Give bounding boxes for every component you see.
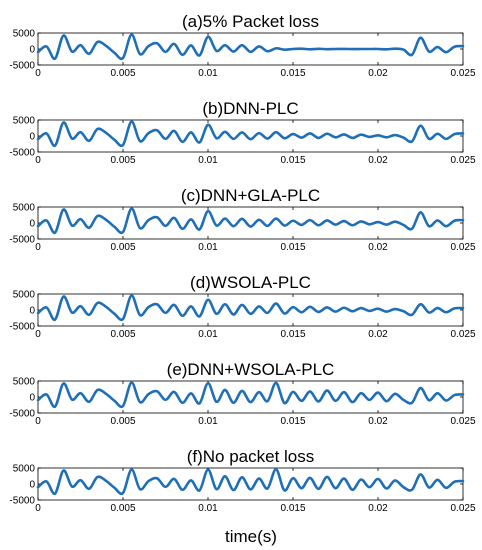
x-tick-label: 0.015: [280, 155, 305, 166]
y-tick-label: 0: [29, 132, 35, 143]
waveform-line: [36, 381, 465, 409]
x-tick-label: 0: [35, 68, 41, 79]
y-tick-label: 0: [29, 393, 35, 404]
x-tick-label: 0.01: [198, 416, 218, 427]
y-tick-label: 0: [29, 219, 35, 230]
waveform-line: [36, 120, 465, 148]
y-tick-label: 5000: [13, 116, 36, 127]
subplot-3: (c)DNN+GLA-PLC 0 0.005 0.01 0.015 0.02 0.025 50…: [9, 186, 476, 253]
x-tick-label: 0.015: [280, 416, 305, 427]
x-tick-label: 0.015: [280, 242, 305, 253]
x-tick-label: 0.005: [110, 503, 135, 514]
x-tick-label: 0.005: [110, 416, 135, 427]
subplot-title: (d)WSOLA-PLC: [190, 273, 311, 292]
subplot-4: (d)WSOLA-PLC 0 0.005 0.01 0.015 0.02 0.025 5000…: [9, 273, 476, 340]
x-tick-label: 0.02: [368, 329, 388, 340]
y-tick-label: 0: [29, 480, 35, 491]
subplot-title: (c)DNN+GLA-PLC: [181, 186, 320, 205]
subplot-title: (e)DNN+WSOLA-PLC: [167, 360, 335, 379]
subplot-6: (f)No packet loss 0 0.005 0.01 0.015 0.02 0.02…: [9, 447, 476, 514]
x-tick-label: 0.025: [450, 329, 475, 340]
x-tick-label: 0.02: [368, 68, 388, 79]
subplot-5: (e)DNN+WSOLA-PLC 0 0.005 0.01 0.015 0.02 0.025…: [9, 360, 476, 427]
x-tick-label: 0.015: [280, 329, 305, 340]
y-tick-label: -5000: [9, 235, 35, 246]
x-tick-label: 0.025: [450, 416, 475, 427]
y-tick-label: 5000: [13, 377, 36, 388]
x-tick-label: 0.025: [450, 503, 475, 514]
subplot-panels: (a)5% Packet loss 0 0.005 0.01 0.015 0.02 0.02…: [9, 12, 476, 514]
waveform-line: [36, 467, 465, 496]
x-axis-label: time(s): [225, 527, 277, 546]
waveform-line: [36, 294, 465, 322]
subplot-title: (f)No packet loss: [187, 447, 315, 466]
x-tick-label: 0.02: [368, 416, 388, 427]
x-tick-label: 0.02: [368, 242, 388, 253]
x-tick-label: 0.01: [198, 68, 218, 79]
x-tick-label: 0.025: [450, 68, 475, 79]
waveform-line: [36, 33, 465, 61]
x-tick-label: 0.005: [110, 68, 135, 79]
subplot-title: (b)DNN-PLC: [202, 99, 298, 118]
x-tick-label: 0: [35, 155, 41, 166]
x-tick-label: 0.01: [198, 242, 218, 253]
x-tick-label: 0: [35, 503, 41, 514]
x-tick-label: 0: [35, 416, 41, 427]
y-tick-label: -5000: [9, 148, 35, 159]
x-tick-label: 0.015: [280, 68, 305, 79]
subplot-title: (a)5% Packet loss: [182, 12, 319, 31]
y-tick-label: -5000: [9, 322, 35, 333]
x-tick-label: 0.01: [198, 155, 218, 166]
y-tick-label: -5000: [9, 496, 35, 507]
x-tick-label: 0.02: [368, 155, 388, 166]
x-tick-label: 0.015: [280, 503, 305, 514]
y-tick-label: -5000: [9, 409, 35, 420]
x-tick-label: 0: [35, 329, 41, 340]
y-tick-label: 5000: [13, 203, 36, 214]
x-tick-label: 0.005: [110, 242, 135, 253]
x-tick-label: 0.01: [198, 503, 218, 514]
y-tick-label: 5000: [13, 290, 36, 301]
x-tick-label: 0.02: [368, 503, 388, 514]
waveform-line: [36, 207, 465, 235]
x-tick-label: 0.025: [450, 242, 475, 253]
y-tick-label: 5000: [13, 464, 36, 475]
y-tick-label: 0: [29, 45, 35, 56]
x-tick-label: 0.025: [450, 155, 475, 166]
x-tick-label: 0.005: [110, 155, 135, 166]
y-tick-label: 5000: [13, 29, 36, 40]
subplot-1: (a)5% Packet loss 0 0.005 0.01 0.015 0.02 0.02…: [9, 12, 476, 79]
x-tick-label: 0.01: [198, 329, 218, 340]
y-tick-label: -5000: [9, 61, 35, 72]
x-tick-label: 0: [35, 242, 41, 253]
y-tick-label: 0: [29, 306, 35, 317]
x-tick-label: 0.005: [110, 329, 135, 340]
